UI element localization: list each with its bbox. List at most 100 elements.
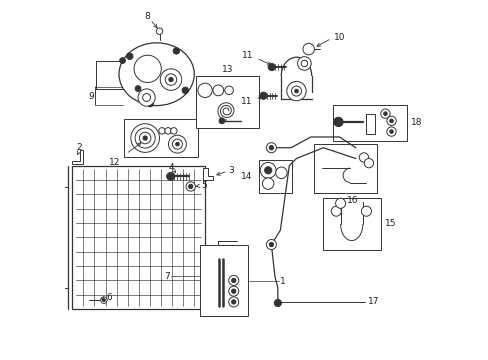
Bar: [124, 119, 198, 157]
Circle shape: [286, 81, 305, 101]
Circle shape: [380, 109, 389, 118]
Circle shape: [135, 128, 155, 148]
Text: 8: 8: [144, 12, 150, 21]
Text: 3: 3: [228, 166, 234, 175]
Circle shape: [182, 87, 188, 94]
Circle shape: [138, 89, 155, 106]
Circle shape: [131, 124, 159, 152]
Circle shape: [301, 60, 307, 67]
Circle shape: [231, 300, 235, 304]
Circle shape: [228, 275, 238, 285]
Circle shape: [172, 139, 182, 149]
Circle shape: [160, 69, 182, 90]
Circle shape: [260, 92, 266, 99]
Circle shape: [262, 178, 273, 189]
Circle shape: [333, 117, 343, 127]
Circle shape: [291, 86, 301, 96]
Circle shape: [266, 143, 276, 153]
Circle shape: [359, 153, 368, 162]
Circle shape: [165, 74, 176, 85]
Circle shape: [168, 135, 186, 153]
Text: 17: 17: [367, 297, 379, 306]
Circle shape: [185, 182, 195, 191]
Circle shape: [102, 299, 105, 302]
Text: 15: 15: [384, 220, 396, 229]
Bar: [333, 105, 406, 140]
Text: 11: 11: [241, 97, 252, 106]
Circle shape: [231, 289, 235, 293]
Text: 14: 14: [241, 172, 252, 181]
Text: 13: 13: [221, 65, 233, 74]
Circle shape: [212, 85, 223, 96]
Polygon shape: [72, 150, 83, 164]
Circle shape: [361, 206, 371, 216]
Circle shape: [297, 57, 310, 70]
Circle shape: [335, 198, 345, 208]
Circle shape: [228, 297, 238, 307]
Circle shape: [198, 83, 212, 98]
Text: 5: 5: [201, 181, 207, 190]
Circle shape: [166, 172, 174, 180]
Bar: [322, 198, 380, 250]
Circle shape: [175, 142, 179, 146]
Text: 12: 12: [109, 158, 121, 167]
Polygon shape: [203, 168, 213, 180]
Text: 16: 16: [346, 196, 358, 205]
Bar: [72, 166, 204, 309]
Polygon shape: [366, 114, 374, 134]
Circle shape: [364, 158, 373, 168]
Circle shape: [231, 278, 235, 283]
Circle shape: [159, 128, 165, 134]
Circle shape: [294, 89, 298, 93]
Circle shape: [120, 58, 125, 63]
Circle shape: [267, 63, 275, 71]
Bar: [258, 159, 291, 193]
Circle shape: [260, 162, 276, 178]
Circle shape: [134, 55, 161, 82]
Circle shape: [266, 239, 276, 249]
Bar: [196, 76, 258, 128]
Text: 18: 18: [410, 118, 422, 127]
Circle shape: [101, 297, 107, 303]
Circle shape: [173, 48, 179, 54]
Circle shape: [147, 100, 153, 107]
Circle shape: [164, 128, 171, 134]
Circle shape: [156, 28, 163, 35]
Circle shape: [142, 94, 150, 102]
Circle shape: [188, 184, 192, 189]
Circle shape: [269, 242, 273, 247]
Circle shape: [275, 167, 286, 179]
Circle shape: [224, 86, 233, 95]
Text: 4: 4: [168, 163, 173, 172]
Circle shape: [303, 43, 314, 55]
Text: 10: 10: [333, 33, 345, 42]
Circle shape: [58, 285, 63, 291]
Text: 1: 1: [280, 276, 285, 285]
Circle shape: [168, 77, 173, 82]
Circle shape: [142, 136, 147, 140]
Circle shape: [383, 112, 386, 116]
Circle shape: [170, 128, 177, 134]
Circle shape: [139, 132, 151, 144]
Circle shape: [58, 184, 63, 190]
Ellipse shape: [119, 43, 194, 105]
Circle shape: [386, 127, 395, 136]
Circle shape: [269, 145, 273, 150]
Circle shape: [219, 118, 224, 124]
Circle shape: [389, 119, 392, 123]
Circle shape: [126, 53, 133, 59]
Text: 2: 2: [77, 143, 82, 152]
Circle shape: [330, 206, 341, 216]
Circle shape: [228, 286, 238, 296]
Text: 7: 7: [164, 271, 170, 280]
Circle shape: [274, 300, 281, 307]
Circle shape: [264, 167, 271, 174]
Bar: [199, 244, 247, 316]
Text: 11: 11: [242, 51, 253, 60]
Text: 6: 6: [106, 293, 112, 302]
Circle shape: [386, 116, 395, 126]
Bar: [314, 144, 376, 193]
Text: 9: 9: [88, 92, 94, 101]
Circle shape: [389, 130, 392, 134]
Circle shape: [135, 86, 141, 91]
